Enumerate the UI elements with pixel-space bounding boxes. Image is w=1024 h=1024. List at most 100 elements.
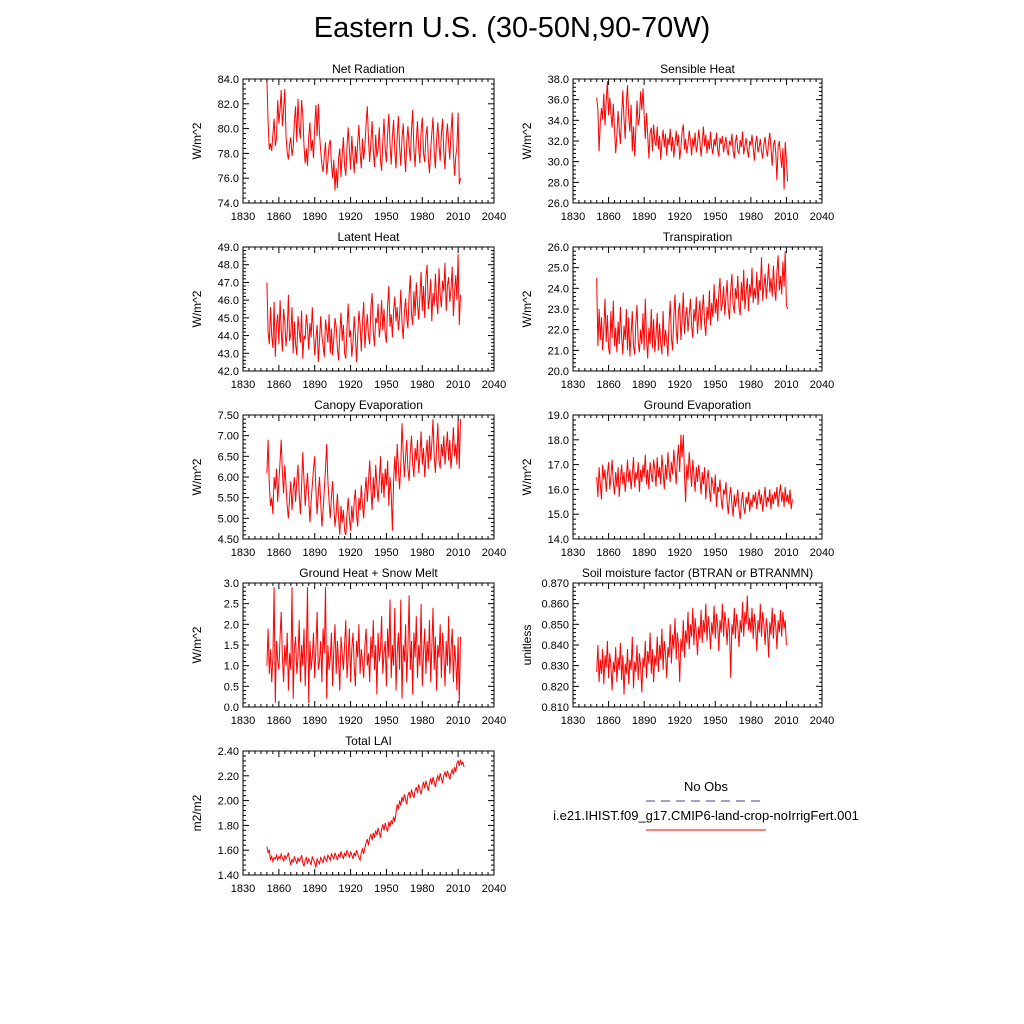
y-tick-label: 34.0 <box>548 115 569 127</box>
x-tick-label: 1920 <box>338 715 362 727</box>
y-tick-label: 78.0 <box>218 148 239 160</box>
y-axis-label: W/m^2 <box>190 122 204 159</box>
x-tick-label: 1890 <box>632 715 656 727</box>
series-line <box>266 79 461 191</box>
y-tick-label: 16.0 <box>548 484 569 496</box>
x-tick-label: 1920 <box>667 547 691 559</box>
x-tick-label: 2010 <box>774 547 798 559</box>
y-tick-label: 24.0 <box>548 283 569 295</box>
panel-latent-heat: Latent Heat 1830 1860 1890 1920 1950 1980 2010 2… <box>190 230 506 391</box>
x-tick-label: 1980 <box>739 211 763 223</box>
x-tick-label: 1860 <box>267 211 291 223</box>
x-tick-label: 1920 <box>338 547 362 559</box>
x-tick-label: 2010 <box>774 379 798 391</box>
y-tick-label: 45.0 <box>218 313 239 325</box>
y-tick-label: 2.20 <box>218 771 239 783</box>
panel-title: Transpiration <box>663 230 733 244</box>
y-tick-label: 82.0 <box>218 99 239 111</box>
x-tick-label: 1950 <box>703 715 727 727</box>
x-tick-label: 2010 <box>446 715 470 727</box>
x-tick-label: 1950 <box>374 883 398 895</box>
y-tick-label: 80.0 <box>218 124 239 136</box>
y-tick-label: 22.0 <box>548 325 569 337</box>
x-tick-label: 1890 <box>632 547 656 559</box>
y-tick-label: 5.50 <box>218 493 239 505</box>
x-tick-label: 1860 <box>596 547 620 559</box>
x-tick-label: 1890 <box>632 211 656 223</box>
y-tick-label: 0.840 <box>541 640 569 652</box>
y-tick-label: 4.50 <box>218 534 239 546</box>
panel-transpiration: Transpiration 1830 1860 1890 1920 1950 1980 201… <box>520 230 834 391</box>
y-tick-label: 5.00 <box>218 513 239 525</box>
x-tick-label: 2010 <box>446 211 470 223</box>
x-tick-label: 1980 <box>410 211 434 223</box>
panel-soil-moisture-factor: Soil moisture factor (BTRAN or BTRANMN) 1… <box>520 566 834 727</box>
y-tick-label: 1.60 <box>218 845 239 857</box>
y-tick-label: 18.0 <box>548 435 569 447</box>
x-tick-label: 1830 <box>561 379 585 391</box>
x-tick-label: 1920 <box>667 211 691 223</box>
y-tick-label: 38.0 <box>548 74 569 86</box>
series-line <box>266 254 461 363</box>
x-tick-label: 2040 <box>810 547 834 559</box>
x-tick-label: 2040 <box>482 883 506 895</box>
y-axis-label: unitless <box>520 625 534 666</box>
x-tick-label: 1980 <box>739 715 763 727</box>
x-tick-label: 1950 <box>703 547 727 559</box>
series-line <box>266 759 465 868</box>
y-tick-label: 1.40 <box>218 870 239 882</box>
x-tick-label: 1980 <box>410 715 434 727</box>
y-tick-label: 0.5 <box>224 681 239 693</box>
y-tick-label: 2.40 <box>218 746 239 758</box>
y-tick-label: 36.0 <box>548 95 569 107</box>
series-line <box>596 251 789 359</box>
y-tick-label: 23.0 <box>548 304 569 316</box>
x-tick-label: 2010 <box>446 883 470 895</box>
y-tick-label: 26.0 <box>548 242 569 254</box>
x-tick-label: 1830 <box>231 547 255 559</box>
y-tick-label: 7.50 <box>218 410 239 422</box>
legend: No Obs i.e21.IHIST.f09_g17.CMIP6-land-cro… <box>553 779 859 831</box>
panel-title: Soil moisture factor (BTRAN or BTRANMN) <box>582 566 813 580</box>
y-axis-label: W/m^2 <box>520 122 534 159</box>
x-tick-label: 2010 <box>446 547 470 559</box>
y-tick-label: 0.870 <box>541 578 569 590</box>
y-axis-label: W/m^2 <box>190 458 204 495</box>
x-tick-label: 1950 <box>374 379 398 391</box>
y-tick-label: 0.850 <box>541 619 569 631</box>
x-tick-label: 2040 <box>482 211 506 223</box>
x-tick-label: 1890 <box>302 715 326 727</box>
series-line <box>266 419 461 536</box>
x-tick-label: 1830 <box>231 211 255 223</box>
x-tick-label: 1950 <box>374 547 398 559</box>
legend-label-obs: No Obs <box>684 779 729 794</box>
x-tick-label: 1920 <box>667 379 691 391</box>
y-tick-label: 0.820 <box>541 681 569 693</box>
panel-net-radiation: Net Radiation 1830 1860 1890 1920 1950 1980 201… <box>190 62 506 223</box>
y-tick-label: 49.0 <box>218 242 239 254</box>
panel-sensible-heat: Sensible Heat 1830 1860 1890 1920 1950 1980 201… <box>520 62 834 223</box>
y-tick-label: 2.00 <box>218 796 239 808</box>
panel-title: Net Radiation <box>332 62 405 76</box>
y-tick-label: 42.0 <box>218 366 239 378</box>
y-tick-label: 1.5 <box>224 640 239 652</box>
y-tick-label: 43.0 <box>218 348 239 360</box>
x-tick-label: 1980 <box>739 379 763 391</box>
x-tick-label: 1920 <box>338 883 362 895</box>
y-tick-label: 44.0 <box>218 331 239 343</box>
panel-title: Latent Heat <box>337 230 400 244</box>
x-tick-label: 1950 <box>703 211 727 223</box>
series-line <box>596 595 787 695</box>
panel-ground-heat-snow-melt: Ground Heat + Snow Melt 1830 1860 1890 1920 1… <box>190 566 506 727</box>
x-tick-label: 1830 <box>231 379 255 391</box>
x-tick-label: 1920 <box>338 211 362 223</box>
x-tick-label: 1860 <box>267 379 291 391</box>
x-tick-label: 1860 <box>596 715 620 727</box>
y-tick-label: 0.860 <box>541 599 569 611</box>
x-tick-label: 2010 <box>446 379 470 391</box>
x-tick-label: 1980 <box>410 547 434 559</box>
x-tick-label: 2010 <box>774 715 798 727</box>
x-tick-label: 2040 <box>482 547 506 559</box>
y-tick-label: 32.0 <box>548 136 569 148</box>
